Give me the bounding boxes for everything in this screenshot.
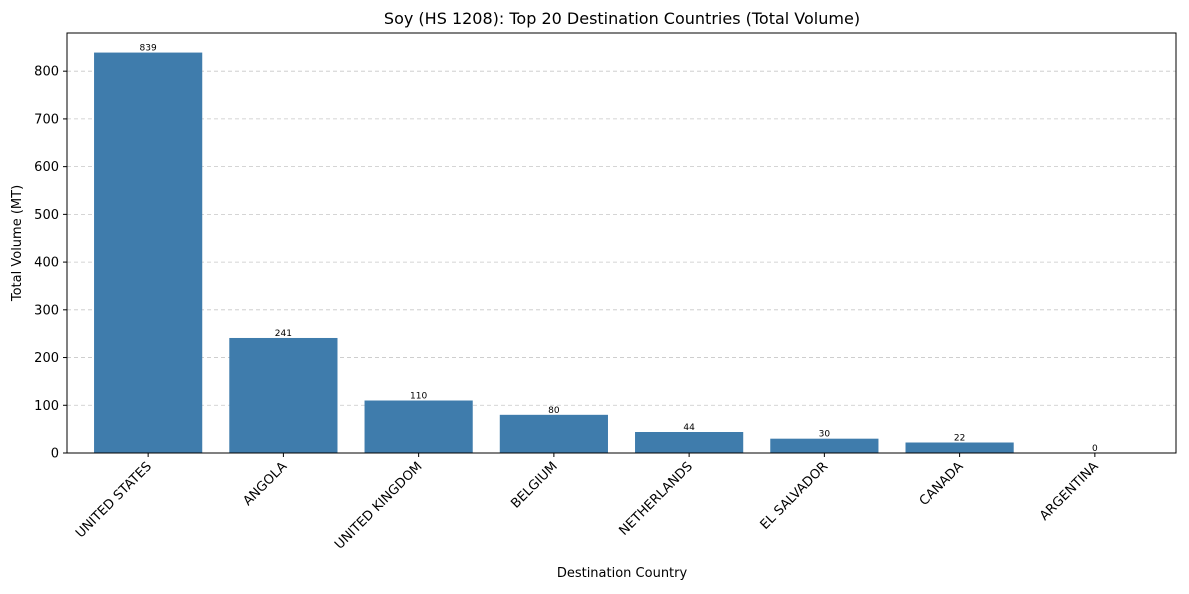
y-tick-label: 400 [34, 256, 59, 271]
x-tick-label: EL SALVADOR [758, 459, 832, 533]
bars: 839 241 110 80 44 30 22 0 [94, 44, 1098, 454]
x-tick-label: ARGENTINA [1037, 459, 1102, 524]
y-tick-label: 600 [34, 160, 59, 175]
y-axis-label: Total Volume (MT) [10, 185, 25, 302]
x-tick-label: ANGOLA [240, 459, 290, 509]
y-tick-label: 0 [51, 447, 59, 462]
y-tick-label: 500 [34, 208, 59, 223]
bar-angola [229, 337, 338, 453]
bar-united-states [94, 52, 203, 454]
chart-title: Soy (HS 1208): Top 20 Destination Countr… [384, 9, 860, 28]
bar-belgium [499, 414, 608, 453]
bar-value-label: 22 [954, 434, 965, 444]
bar-value-label: 0 [1092, 444, 1098, 454]
bar-netherlands [635, 432, 744, 453]
x-tick-label: CANADA [917, 459, 967, 509]
bar-value-label: 110 [410, 392, 427, 402]
bar-value-label: 839 [140, 44, 157, 54]
y-tick-label: 200 [34, 351, 59, 366]
bar-united-kingdom [364, 400, 473, 453]
y-tick-label: 300 [34, 303, 59, 318]
bar-value-label: 30 [819, 430, 831, 440]
plot-frame [66, 32, 1177, 454]
bar-value-label: 241 [275, 329, 292, 339]
y-tick-label: 800 [34, 65, 59, 80]
y-tick-label: 100 [34, 399, 59, 414]
x-tick-label: UNITED STATES [73, 459, 155, 541]
x-tick-label: NETHERLANDS [617, 459, 696, 538]
x-tick-label: UNITED KINGDOM [332, 459, 425, 552]
x-axis-label: Destination Country [557, 566, 688, 581]
bar-el-salvador [770, 438, 879, 453]
bar-canada [905, 442, 1014, 453]
bar-value-label: 80 [548, 406, 560, 416]
y-tick-label: 700 [34, 112, 59, 127]
bar-value-label: 44 [683, 423, 695, 433]
x-tick-label: BELGIUM [508, 459, 560, 511]
